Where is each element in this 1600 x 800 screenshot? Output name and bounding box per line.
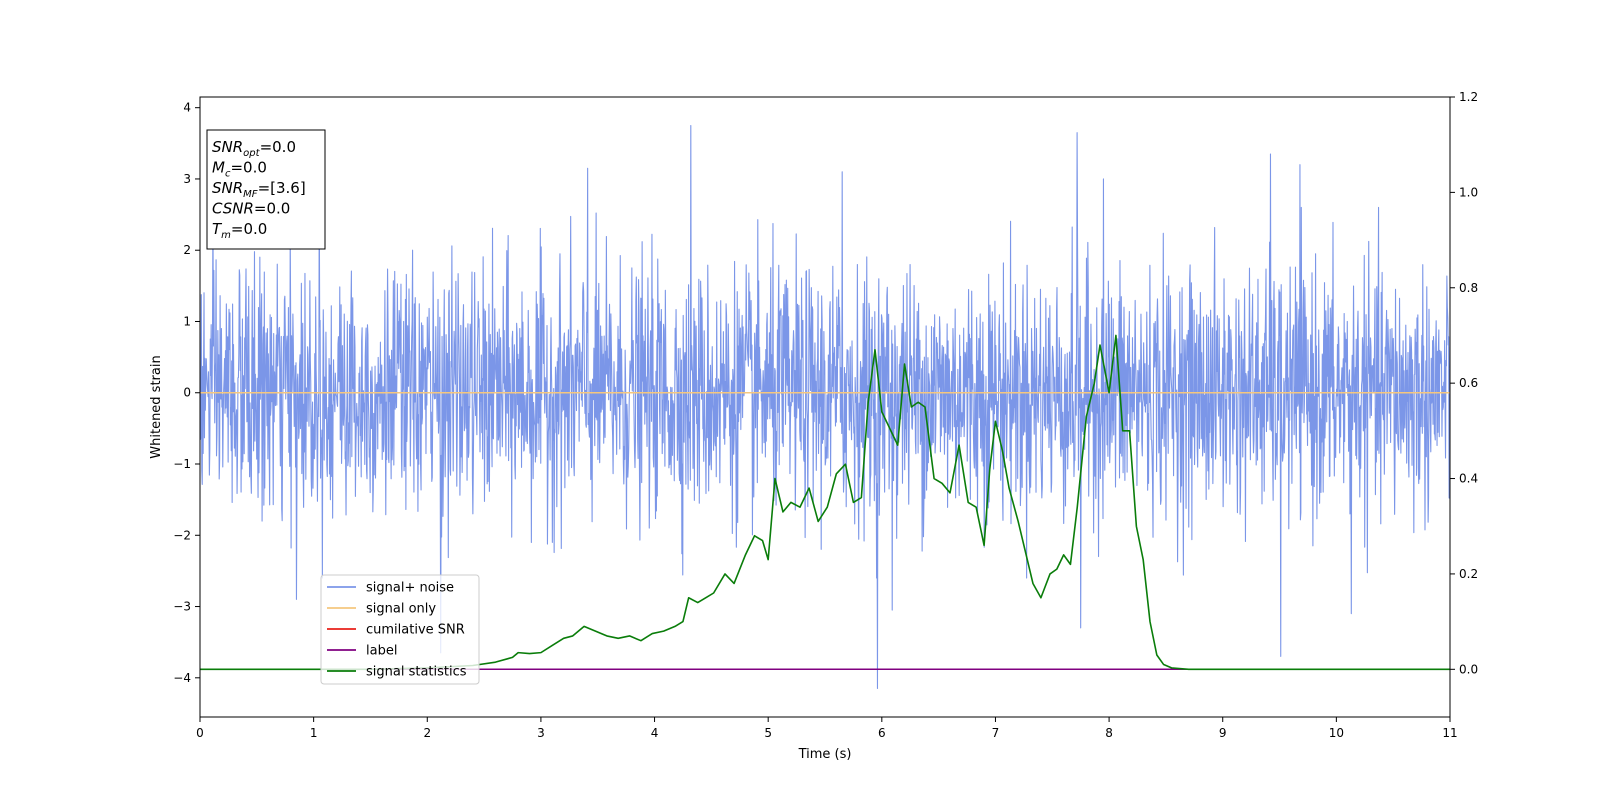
x-tick-label: 1: [310, 726, 318, 740]
y-tick-label: 4: [183, 101, 191, 115]
legend: signal+ noise signal only cumilative SNR la…: [320, 574, 480, 685]
info-box-line: SNRopt=0.0: [212, 138, 296, 159]
y-tick-label: −4: [173, 671, 191, 685]
y-tick-label: 3: [183, 172, 191, 186]
x-tick-label: 6: [878, 726, 886, 740]
y-tick-label: 1: [183, 314, 191, 328]
x-tick-label: 4: [651, 726, 659, 740]
legend-frame: [320, 574, 480, 685]
legend-label: signal statistics: [366, 665, 467, 680]
signal-statistics-line: [200, 334, 1450, 671]
signal-noise-line: [200, 124, 1450, 690]
legend-label: cumilative SNR: [366, 623, 465, 638]
x-axis-ticks: 0 1 2 3 4 5 6 7 8 9 10 11: [196, 717, 1458, 740]
right-y-axis-ticks: 0.0 0.2 0.4 0.6 0.8 1.0 1.2: [1450, 90, 1478, 676]
y-tick-label: 0: [183, 386, 191, 400]
x-tick-label: 3: [537, 726, 545, 740]
y-axis-label: Whitened strain: [149, 355, 164, 458]
y2-tick-label: 0.4: [1459, 472, 1478, 486]
left-y-axis-ticks: −4 −3 −2 −1 0 1 2 3 4: [173, 101, 200, 685]
x-tick-label: 0: [196, 726, 204, 740]
x-axis-label: Time (s): [798, 747, 852, 762]
y-tick-label: −1: [173, 457, 191, 471]
y2-tick-label: 0.8: [1459, 281, 1478, 295]
x-tick-label: 8: [1105, 726, 1113, 740]
y2-tick-label: 1.2: [1459, 90, 1478, 104]
x-tick-label: 10: [1329, 726, 1344, 740]
legend-label: label: [366, 644, 397, 659]
y2-tick-label: 1.0: [1459, 185, 1478, 199]
info-box-line: SNRMF=[3.6]: [212, 179, 306, 200]
info-box-line: CSNR=0.0: [212, 200, 290, 218]
y-tick-label: −2: [173, 528, 191, 542]
plot-frame: [199, 96, 1451, 718]
y-tick-label: −3: [173, 600, 191, 614]
y2-tick-label: 0.6: [1459, 376, 1478, 390]
x-tick-label: 7: [992, 726, 1000, 740]
x-tick-label: 9: [1219, 726, 1227, 740]
info-box-line: Tm=0.0: [212, 220, 267, 241]
x-tick-label: 11: [1442, 726, 1457, 740]
y-tick-label: 2: [183, 243, 191, 257]
x-tick-label: 2: [423, 726, 431, 740]
legend-label: signal only: [366, 602, 436, 617]
legend-label: signal+ noise: [366, 581, 454, 596]
y2-tick-label: 0.2: [1459, 567, 1478, 581]
info-box-frame: [206, 129, 326, 250]
y2-tick-label: 0.0: [1459, 662, 1478, 676]
info-box-line: Mc=0.0: [212, 159, 267, 180]
x-tick-label: 5: [764, 726, 772, 740]
